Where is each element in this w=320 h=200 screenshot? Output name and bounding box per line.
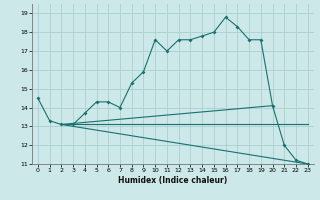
- X-axis label: Humidex (Indice chaleur): Humidex (Indice chaleur): [118, 176, 228, 185]
